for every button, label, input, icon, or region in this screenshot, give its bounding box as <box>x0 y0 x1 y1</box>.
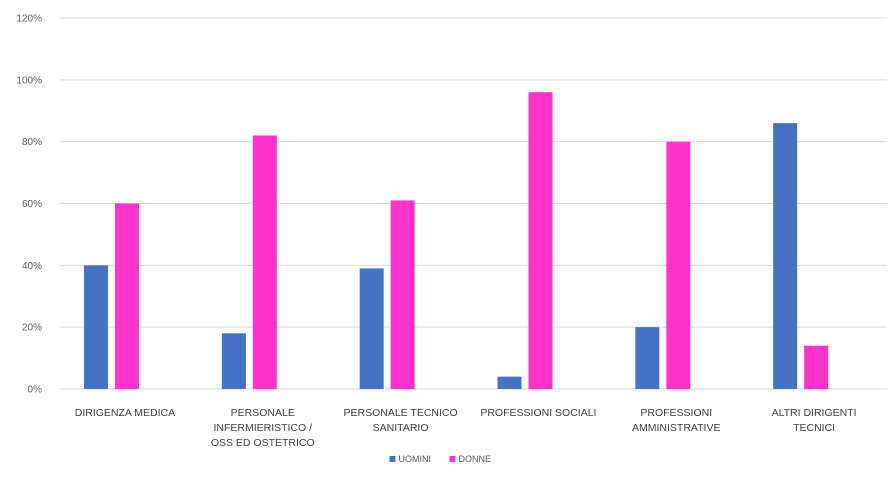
bar-uomini-3 <box>497 376 522 389</box>
bar-uomini-4 <box>635 327 660 389</box>
x-category-label: PROFESSIONI AMMINISTRATIVE <box>632 407 720 434</box>
y-tick-label: 0% <box>28 385 43 396</box>
bar-uomini-1 <box>221 333 246 389</box>
y-tick-label: 80% <box>22 137 42 148</box>
x-category-label: PERSONALE TECNICO SANITARIO <box>343 407 457 434</box>
bar-donne-5 <box>804 345 829 389</box>
bar-donne-0 <box>115 203 139 389</box>
x-category-label: DIRIGENZA MEDICA <box>75 407 175 419</box>
legend-swatch-donne <box>449 456 456 462</box>
bar-donne-2 <box>390 200 415 389</box>
bar-uomini-2 <box>359 268 384 389</box>
y-tick-label: 120% <box>16 14 42 25</box>
x-category-label: PROFESSIONI SOCIALI <box>480 407 596 419</box>
bars <box>84 92 829 389</box>
bar-donne-1 <box>252 135 277 389</box>
x-category-label: PERSONALE INFERMIERISTICO / OSS ED OSTETRI… <box>211 407 315 449</box>
bar-uomini-5 <box>773 123 798 389</box>
y-axis-ticks: 0% 20% 40% 60% 80% 100% 120% <box>16 14 42 396</box>
x-axis-labels: DIRIGENZA MEDICA PERSONALE INFERMIERISTICO… <box>75 407 857 449</box>
legend-label-uomini: UOMINI <box>399 454 432 464</box>
y-tick-label: 100% <box>16 75 42 86</box>
legend: UOMINI DONNE <box>389 454 492 464</box>
y-tick-label: 40% <box>22 261 42 272</box>
gridlines <box>60 17 887 390</box>
legend-label-donne: DONNE <box>459 454 492 464</box>
bar-donne-4 <box>666 141 691 389</box>
bar-uomini-0 <box>84 265 108 389</box>
y-tick-label: 60% <box>22 199 42 210</box>
bar-donne-3 <box>528 92 553 389</box>
y-tick-label: 20% <box>22 323 42 334</box>
legend-swatch-uomini <box>389 456 396 462</box>
x-category-label: ALTRI DIRIGENTI TECNICI <box>772 407 857 434</box>
